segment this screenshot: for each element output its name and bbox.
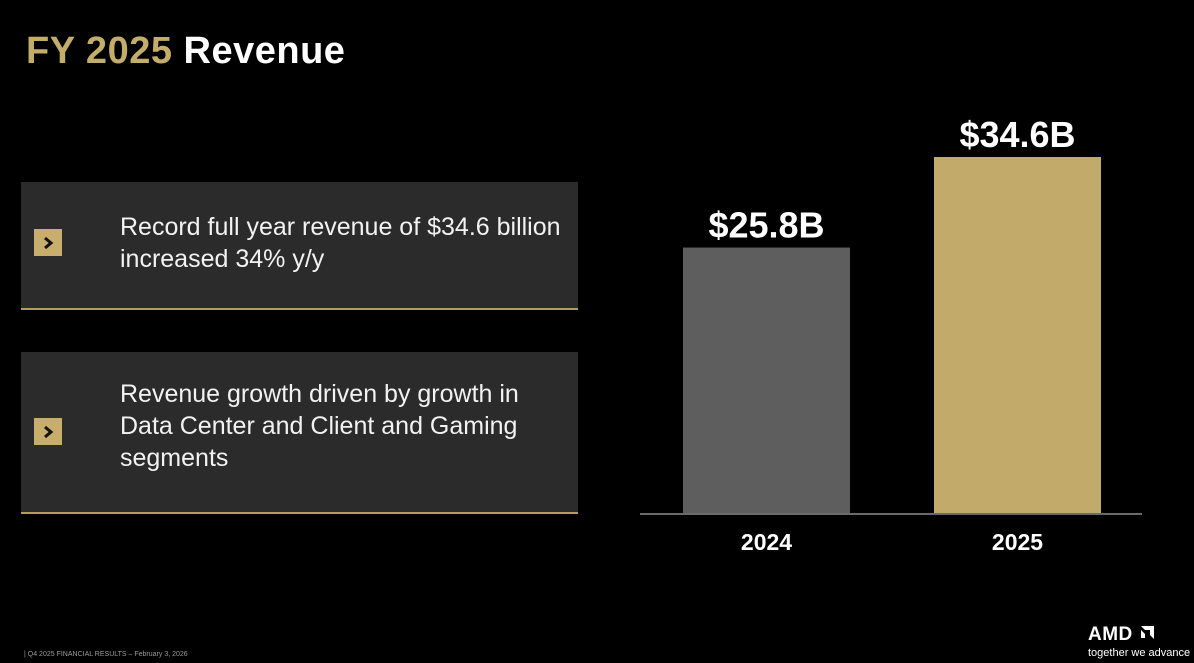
data-label-2024: $25.8B — [708, 205, 824, 246]
bar-2024 — [683, 247, 850, 514]
bullet-card-2: Revenue growth driven by growth in Data … — [21, 352, 578, 514]
footer-text: | Q4 2025 FINANCIAL RESULTS – February 3… — [24, 651, 188, 658]
chevron-right-icon — [34, 229, 62, 256]
x-tick-label-2025: 2025 — [992, 529, 1043, 555]
amd-arrow-logo-icon — [1140, 626, 1154, 639]
x-tick-label-2024: 2024 — [741, 529, 792, 555]
title-accent: FY 2025 — [26, 30, 173, 72]
bullet-text-2: Revenue growth driven by growth in Data … — [120, 380, 519, 472]
logo-text: AMD — [1088, 624, 1133, 645]
slide-title: FY 2025 Revenue — [26, 30, 345, 73]
amd-logo: AMD — [1088, 624, 1155, 646]
logo-tagline: together we advance — [1088, 647, 1191, 659]
chevron-right-icon — [34, 418, 62, 445]
revenue-bar-chart: $25.8B 2024 $34.6B 2025 — [640, 114, 1142, 555]
bar-2025 — [934, 157, 1101, 513]
bullet-card-1: Record full year revenue of $34.6 billio… — [21, 182, 578, 310]
data-label-2025: $34.6B — [959, 114, 1075, 155]
bullet-text-1: Record full year revenue of $34.6 billio… — [120, 213, 561, 273]
title-main: Revenue — [183, 30, 346, 72]
